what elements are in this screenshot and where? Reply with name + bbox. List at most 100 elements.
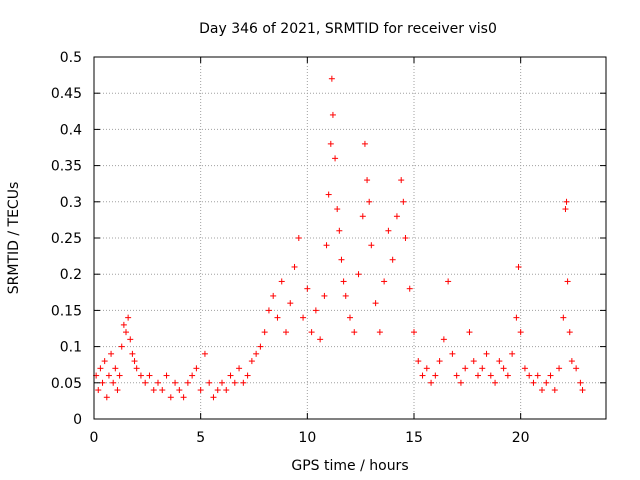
data-point	[248, 358, 255, 365]
data-point	[487, 372, 494, 379]
axis-ticks	[93, 56, 606, 420]
data-point	[146, 372, 153, 379]
data-point	[265, 307, 272, 314]
data-point	[308, 329, 315, 336]
data-point	[347, 314, 353, 321]
data-point	[534, 372, 541, 379]
data-point	[127, 336, 134, 343]
y-tick-label: 0.3	[60, 195, 82, 211]
data-point	[483, 350, 490, 357]
data-point	[577, 379, 584, 386]
x-tick-label: 10	[298, 430, 316, 446]
data-point	[323, 242, 330, 249]
data-point	[137, 372, 144, 379]
x-tick-label: 20	[512, 430, 530, 446]
data-point	[504, 372, 511, 379]
data-point	[573, 365, 580, 372]
data-point	[193, 365, 200, 372]
data-point	[270, 292, 277, 299]
data-point	[95, 387, 102, 394]
data-point	[116, 372, 123, 379]
y-tick-label: 0.35	[51, 159, 82, 175]
data-point	[278, 278, 285, 285]
data-point	[325, 191, 332, 198]
data-point	[206, 379, 213, 386]
data-point	[470, 358, 477, 365]
data-point	[304, 285, 311, 292]
data-point	[479, 365, 486, 372]
y-axis-tick-labels: 0 0.05 0.1 0.15 0.2 0.25 0.3 0.35 0.4 0.45 0.5	[51, 50, 82, 428]
data-point	[300, 314, 307, 321]
data-point	[163, 372, 170, 379]
data-point	[201, 350, 208, 357]
data-point	[180, 394, 187, 401]
data-point	[436, 358, 443, 365]
data-point	[432, 372, 439, 379]
data-point	[219, 379, 225, 386]
data-point	[167, 394, 174, 401]
data-point	[295, 235, 302, 241]
x-axis-label: GPS time / hours	[291, 458, 408, 474]
y-tick-label: 0.1	[60, 340, 82, 356]
data-point	[521, 365, 528, 372]
data-point	[283, 329, 289, 336]
data-point	[332, 155, 339, 162]
x-axis-tick-labels: 0 5 10 15 20	[90, 430, 530, 446]
data-point	[566, 329, 573, 336]
data-point	[517, 329, 524, 336]
data-point	[543, 379, 550, 386]
data-point	[423, 365, 430, 372]
data-point	[389, 256, 396, 263]
data-point	[223, 387, 230, 394]
data-point	[359, 213, 366, 220]
data-point	[108, 350, 115, 357]
data-point	[445, 278, 452, 285]
data-point	[287, 300, 294, 307]
data-points	[93, 75, 586, 401]
data-point	[184, 379, 191, 386]
data-point	[492, 379, 499, 386]
data-point	[327, 140, 334, 147]
x-tick-label: 15	[405, 430, 423, 446]
data-point	[361, 140, 368, 147]
data-point	[530, 379, 537, 386]
data-point	[381, 278, 388, 285]
data-point	[500, 365, 507, 372]
data-point	[118, 343, 125, 350]
data-point	[368, 242, 375, 249]
data-point	[385, 227, 392, 234]
data-point	[449, 350, 456, 357]
data-point	[261, 329, 268, 336]
data-point	[342, 292, 349, 299]
data-point	[457, 379, 464, 386]
data-point	[340, 278, 347, 285]
data-point	[317, 336, 324, 343]
data-point	[564, 278, 571, 285]
data-point	[560, 314, 567, 321]
data-point	[366, 198, 373, 205]
data-point	[99, 379, 106, 386]
y-axis-label: SRMTID / TECUs	[6, 182, 22, 295]
data-point	[110, 379, 117, 386]
data-point	[131, 358, 138, 365]
data-point	[539, 387, 545, 394]
data-point	[328, 75, 335, 82]
data-point	[120, 321, 127, 328]
data-point	[411, 329, 417, 336]
y-tick-label: 0.45	[51, 86, 82, 102]
data-point	[176, 387, 183, 394]
data-point	[236, 365, 243, 372]
data-point	[551, 387, 558, 394]
y-tick-label: 0.5	[60, 50, 82, 66]
data-point	[114, 387, 121, 394]
data-point	[189, 372, 196, 379]
data-point	[150, 387, 157, 394]
data-point	[428, 379, 435, 386]
data-point	[372, 300, 379, 307]
data-point	[142, 379, 149, 386]
data-point	[257, 343, 264, 350]
data-point	[419, 372, 426, 379]
data-point	[105, 372, 112, 379]
data-point	[453, 372, 460, 379]
